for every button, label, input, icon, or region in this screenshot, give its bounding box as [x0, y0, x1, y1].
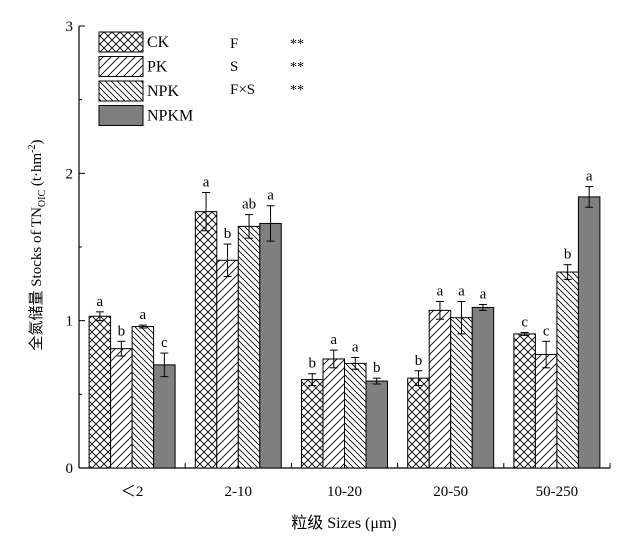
significance-letter: a	[437, 284, 444, 300]
significance-letter: b	[415, 353, 423, 369]
significance-table: F ** S ** F×S **	[230, 36, 304, 98]
legend-swatch-pk	[98, 56, 144, 77]
bar-ck-3	[407, 377, 430, 469]
error-bars-layer	[95, 186, 594, 386]
bar-npk-3	[450, 317, 473, 469]
significance-factor: S	[230, 59, 238, 75]
significance-letter: b	[224, 226, 232, 242]
x-tick-label: 2-10	[225, 484, 253, 500]
legend-swatch-npkm	[98, 105, 144, 126]
significance-letter: b	[118, 323, 126, 339]
significance-letter: b	[373, 360, 381, 376]
y-axis-label-prefix: 全氮储量 Stocks of TN	[27, 207, 45, 351]
significance-letter: a	[458, 284, 465, 300]
bar-pk-3	[428, 309, 452, 469]
significance-letter: a	[140, 307, 147, 323]
bar-ck-4	[513, 333, 536, 469]
legend-label-npkm: NPKM	[147, 108, 193, 125]
y-axis-label: 全氮储量 Stocks of TNOIC (t·hm-2)	[27, 139, 48, 350]
significance-letter: a	[330, 332, 337, 348]
legend-swatch-ck	[98, 31, 144, 53]
significance-letter: ab	[242, 197, 256, 213]
legend: CK PK NPK NPKM	[98, 31, 193, 126]
bar-npkm-0	[153, 364, 176, 469]
legend-label-pk: PK	[147, 59, 168, 76]
significance-letter: a	[480, 286, 487, 302]
legend-label-ck: CK	[147, 34, 170, 51]
x-tick-label: 50-250	[536, 484, 579, 500]
y-axis-label-unit-open: (t·hm	[29, 152, 45, 189]
x-axis-label: 粒级 Sizes (μm)	[291, 514, 396, 532]
bar-pk-2	[322, 358, 345, 469]
bar-npkm-4	[577, 196, 601, 469]
bar-pk-0	[110, 348, 133, 469]
significance-letter: c	[543, 323, 550, 339]
y-axis-label-subscript: OIC	[37, 190, 48, 208]
significance-mark: **	[290, 37, 304, 52]
bar-ck-2	[301, 379, 324, 469]
bar-npkm-1	[259, 222, 282, 469]
bar-npk-2	[344, 362, 367, 469]
significance-letter: a	[352, 340, 359, 356]
significance-factor: F	[230, 36, 238, 52]
significance-mark: **	[290, 60, 304, 75]
bar-npkm-2	[365, 380, 388, 469]
significance-letter: a	[586, 169, 593, 185]
significance-letter: b	[564, 247, 572, 263]
significance-letter: c	[521, 314, 528, 330]
x-tick-label: 10-20	[327, 484, 362, 500]
y-tick-label: 1	[66, 314, 74, 330]
legend-swatch-npk	[98, 80, 144, 102]
y-axis-label-superscript: -2	[27, 144, 38, 152]
significance-letter: b	[309, 356, 317, 372]
y-axis-label-unit-close: )	[29, 139, 45, 144]
bar-npk-4	[556, 271, 579, 469]
x-tick-label: 20-50	[433, 484, 468, 500]
legend-label-npk: NPK	[147, 83, 179, 100]
bar-pk-4	[534, 354, 558, 469]
significance-factor: F×S	[230, 82, 255, 98]
significance-letter: c	[161, 335, 168, 351]
bar-ck-1	[194, 211, 218, 469]
bar-pk-1	[216, 259, 239, 469]
y-tick-label: 0	[66, 461, 74, 477]
x-tick-label: ＜2	[121, 484, 144, 500]
significance-letter: a	[97, 294, 104, 310]
y-tick-label: 3	[66, 19, 74, 35]
significance-letter: a	[267, 188, 274, 204]
bar-npk-0	[131, 326, 155, 469]
bar-npk-1	[237, 225, 261, 469]
significance-letter: a	[203, 174, 210, 190]
significance-mark: **	[290, 83, 304, 98]
bar-npkm-3	[471, 306, 495, 469]
y-tick-label: 2	[66, 166, 74, 182]
bar-ck-0	[88, 315, 112, 469]
bars-layer	[88, 196, 601, 469]
